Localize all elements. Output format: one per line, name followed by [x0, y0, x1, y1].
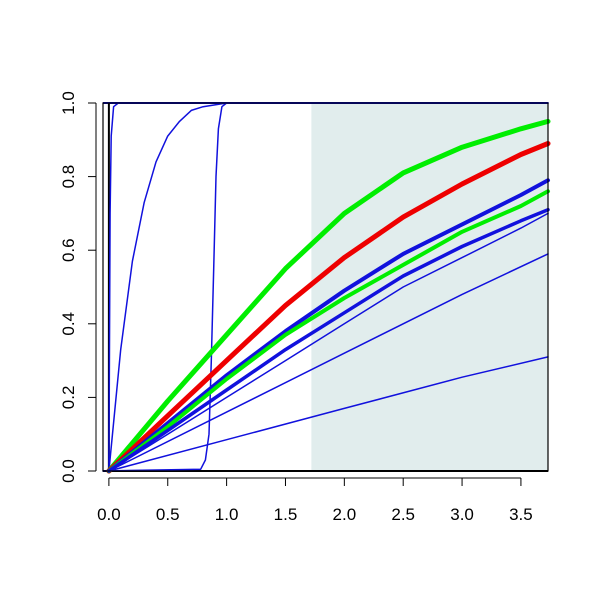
x-tick-label-1: 0.5 [156, 505, 180, 524]
x-tick-label-0: 0.0 [97, 505, 121, 524]
series-line-6 [106, 189, 550, 473]
series-line-4 [106, 141, 551, 474]
x-tick-label-7: 3.5 [509, 505, 533, 524]
y-tick-label-2: 0.4 [59, 312, 78, 336]
series-line-8 [108, 212, 549, 472]
y-tick-label-4: 0.8 [59, 165, 78, 189]
x-tick-label-2: 1.0 [215, 505, 239, 524]
series-line-7 [107, 207, 550, 473]
x-tick-label-3: 1.5 [274, 505, 298, 524]
series-line-3 [106, 118, 551, 474]
y-tick-label-0: 0.0 [59, 459, 78, 483]
y-tick-label-1: 0.2 [59, 386, 78, 410]
series-line-5 [106, 178, 550, 473]
series-line-2 [102, 102, 549, 472]
x-tick-label-4: 2.0 [333, 505, 357, 524]
x-tick-label-5: 2.5 [391, 505, 415, 524]
y-tick-label-3: 0.6 [59, 238, 78, 262]
plot-frame [102, 102, 549, 472]
series-line-10 [108, 356, 549, 472]
x-tick-label-6: 3.0 [450, 505, 474, 524]
series-line-1 [108, 102, 549, 472]
series-line-9 [108, 253, 549, 472]
y-tick-label-5: 1.0 [59, 91, 78, 115]
